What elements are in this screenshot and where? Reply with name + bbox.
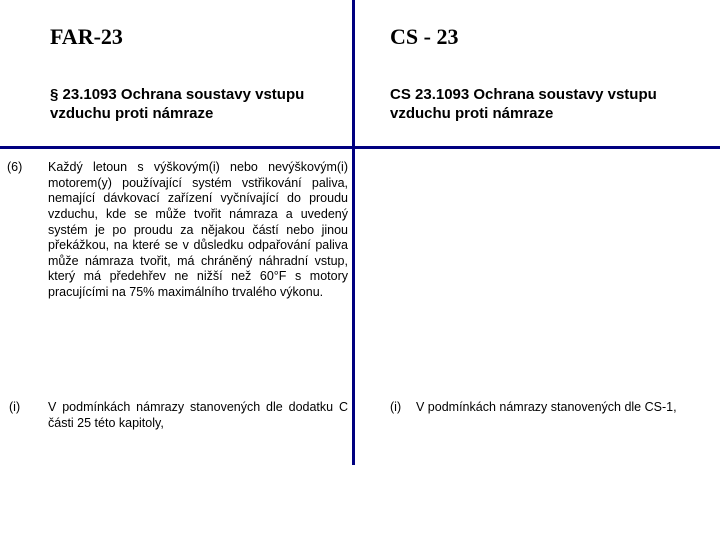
right-item-i-block: V podmínkách námrazy stanovených dle CS-… <box>416 400 706 416</box>
right-sub-title: CS 23.1093 Ochrana soustavy vstupu vzduc… <box>390 86 660 124</box>
right-item-i-label: (i) <box>390 400 415 416</box>
left-sub-title: § 23.1093 Ochrana soustavy vstupu vzduch… <box>50 86 320 124</box>
left-item-i-block: V podmínkách námrazy stanovených dle dod… <box>48 400 348 431</box>
left-item6-label: (6) <box>7 160 35 176</box>
left-item6-block: Každý letoun s výškovým(i) nebo nevýškov… <box>48 160 348 301</box>
page-container: FAR-23 § 23.1093 Ochrana soustavy vstupu… <box>0 0 720 540</box>
right-main-title: CS - 23 <box>390 24 458 50</box>
left-item-i-text: V podmínkách námrazy stanovených dle dod… <box>48 400 348 431</box>
left-item6-text: Každý letoun s výškovým(i) nebo nevýškov… <box>48 160 348 301</box>
vertical-divider <box>352 0 355 465</box>
left-main-title: FAR-23 <box>50 24 123 50</box>
right-item-i-text: V podmínkách námrazy stanovených dle CS-… <box>416 400 706 416</box>
left-item-i-label: (i) <box>9 400 37 416</box>
horizontal-divider <box>0 146 720 149</box>
